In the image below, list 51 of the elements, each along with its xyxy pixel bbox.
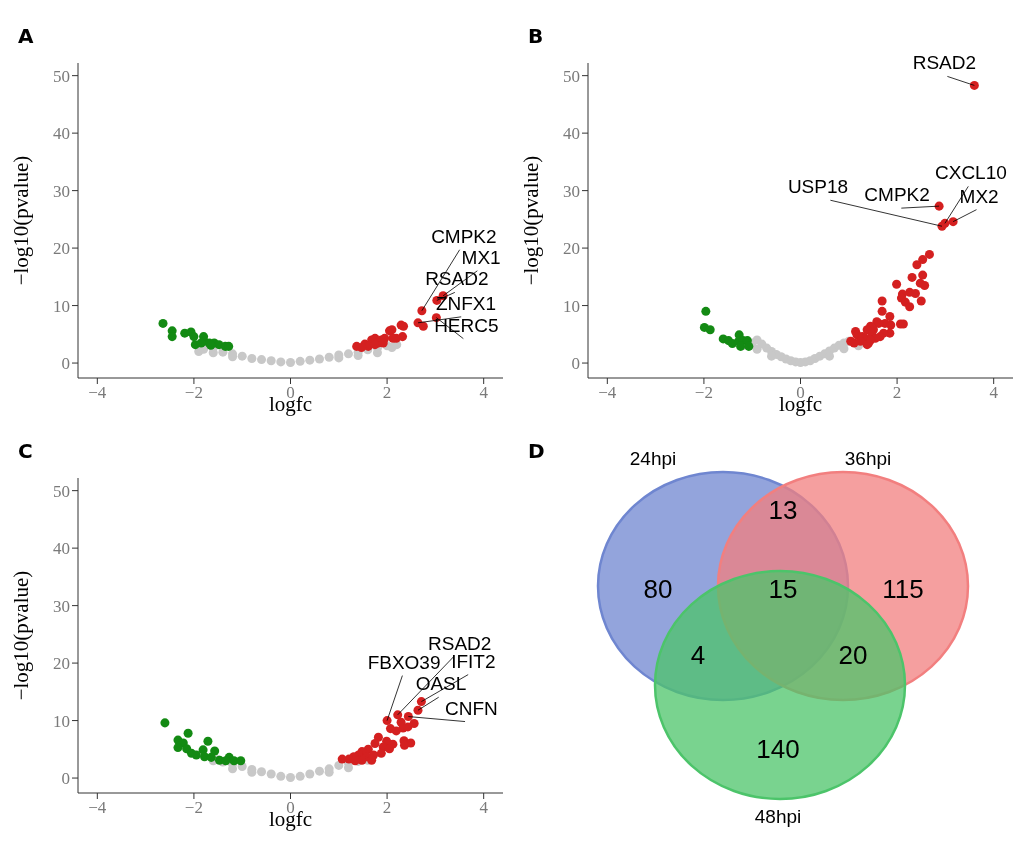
y-axis-title: −log10(pvalue) <box>9 155 33 286</box>
y-tick-label: 0 <box>571 354 580 374</box>
y-tick-label: 10 <box>53 296 70 316</box>
x-tick-label: 2 <box>382 798 392 818</box>
y-tick-label: 0 <box>61 769 70 789</box>
y-axis-title: −log10(pvalue) <box>519 155 543 286</box>
annotation: MX2 <box>959 185 999 207</box>
x-tick-label: 4 <box>989 383 999 403</box>
y-tick-label: 20 <box>53 239 70 259</box>
chart-title: A <box>18 24 34 48</box>
annotation: RSAD2 <box>912 52 977 74</box>
x-tick-label: 2 <box>382 383 392 403</box>
chart-title: B <box>528 24 544 48</box>
x-tick-label: 4 <box>479 798 489 818</box>
y-tick-label: 0 <box>61 354 70 374</box>
annotation: CMPK2 <box>864 184 930 206</box>
x-tick-label: −2 <box>184 383 203 403</box>
category-label: 24hpi <box>629 448 677 469</box>
y-tick-label: 10 <box>53 711 70 731</box>
x-tick-label: −4 <box>88 383 107 403</box>
y-tick-label: 30 <box>563 181 580 201</box>
y-axis-title: −log10(pvalue) <box>9 570 33 701</box>
y-tick-label: 40 <box>53 124 70 144</box>
y-tick-label: 50 <box>563 66 580 86</box>
x-tick-label: 4 <box>479 383 489 403</box>
y-tick-label: 30 <box>53 181 70 201</box>
y-tick-label: 10 <box>563 296 580 316</box>
category-label: 36hpi <box>844 448 892 469</box>
y-tick-label: 20 <box>563 239 580 259</box>
x-tick-label: −2 <box>184 798 203 818</box>
y-tick-label: 30 <box>53 596 70 616</box>
x-tick-label: −2 <box>694 383 713 403</box>
annotation: CXCL10 <box>934 162 1007 184</box>
chart-title: C <box>18 439 33 463</box>
annotation: ZNFX1 <box>435 292 497 314</box>
annotation: CNFN <box>444 697 498 719</box>
text: D <box>528 439 545 463</box>
y-tick-label: 40 <box>53 539 70 559</box>
annotation: USP18 <box>787 176 849 198</box>
x-tick-label: 2 <box>892 383 902 403</box>
annotation: FBXO39 <box>367 651 441 673</box>
y-tick-label: 50 <box>53 66 70 86</box>
venn-diagram: 24hpi 36hpi 48hpi 13 80 15 115 4 20 140 <box>596 448 970 827</box>
y-tick-label: 20 <box>53 654 70 674</box>
category-label: 48hpi <box>754 806 802 827</box>
y-tick-label: 40 <box>563 124 580 144</box>
x-tick-label: −4 <box>88 798 107 818</box>
y-tick-label: 50 <box>53 481 70 501</box>
annotation: MX1 <box>461 246 501 268</box>
x-tick-label: −4 <box>598 383 617 403</box>
annotation: CMPK2 <box>431 225 497 247</box>
